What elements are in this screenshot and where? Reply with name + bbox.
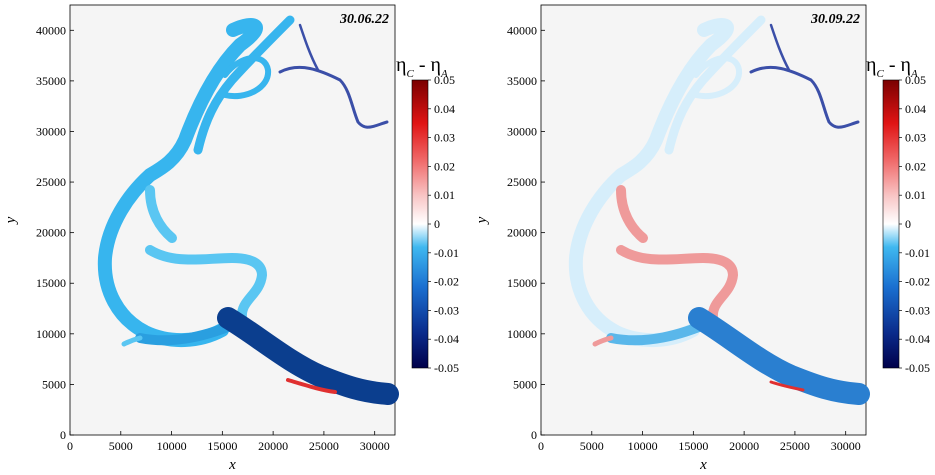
colorbar-tick-label: 0.02 (434, 159, 455, 173)
x-tick-label: 25000 (309, 439, 339, 453)
colorbar-tick-label: -0.04 (905, 332, 930, 346)
river-outlet-left (121, 335, 143, 347)
y-tick-label: 25000 (36, 175, 66, 189)
x-axis-label: x (699, 457, 707, 473)
river-island-loop (222, 55, 272, 100)
y-tick-label: 15000 (507, 276, 537, 290)
river-lower-branch (145, 245, 267, 323)
river-red-patch (769, 380, 805, 392)
colorbar-tick-label: -0.01 (905, 246, 930, 260)
y-tick-label: 20000 (507, 226, 537, 240)
x-tick-label: 20000 (729, 439, 759, 453)
river-upper-channel (97, 18, 263, 347)
river-island-loop (693, 55, 743, 100)
river-central-island (145, 185, 177, 243)
colorbar-tick-label: 0 (434, 217, 440, 231)
x-axis: 0 5000 10000 15000 20000 25000 30000 (67, 431, 390, 453)
colorbar: ηC - ηA 0.05 0.04 0.03 0.02 0.01 0 -0.01 -0.02 -… (866, 54, 930, 375)
colorbar-tick-label: 0.05 (905, 73, 926, 87)
colorbar-tick-label: -0.02 (434, 275, 459, 289)
y-tick-label: 15000 (36, 276, 66, 290)
y-tick-label: 40000 (36, 23, 66, 37)
y-tick-label: 5000 (42, 377, 66, 391)
x-tick-label: 25000 (780, 439, 810, 453)
colorbar-tick-label: -0.05 (905, 361, 930, 375)
date-annotation: 30.09.22 (810, 12, 860, 27)
y-axis-label: y (3, 216, 19, 225)
x-tick-label: 20000 (258, 439, 288, 453)
y-tick-label: 25000 (507, 175, 537, 189)
y-tick-label: 0 (531, 428, 537, 442)
colorbar-tick-label: 0.01 (434, 188, 455, 202)
x-tick-label: 30000 (360, 439, 390, 453)
y-tick-label: 20000 (36, 226, 66, 240)
y-tick-label: 35000 (36, 74, 66, 88)
colorbar-tick-label: 0.03 (905, 131, 926, 145)
x-axis: 0 5000 10000 15000 20000 25000 30000 (538, 431, 861, 453)
colorbar-tick-label: -0.03 (905, 303, 930, 317)
colorbar-gradient (411, 79, 429, 369)
river-upper-channel-west (664, 15, 766, 155)
colorbar-gradient (882, 79, 900, 369)
river-map (97, 15, 399, 405)
colorbar-tick-label: -0.03 (434, 303, 459, 317)
river-lower-branch (616, 245, 738, 323)
colorbar-tick-label: 0.04 (905, 102, 926, 116)
y-tick-label: 10000 (507, 327, 537, 341)
date-annotation: 30.06.22 (339, 12, 389, 27)
y-axis: 0 5000 10000 15000 20000 25000 30000 35000 40000 (507, 23, 545, 442)
x-tick-label: 5000 (580, 439, 604, 453)
colorbar-tick-label: 0.04 (434, 102, 455, 116)
y-tick-label: 10000 (36, 327, 66, 341)
panel-2: 30.09.22 0 5000 10000 15000 20000 25000 30000 … (474, 4, 930, 473)
colorbar-title: ηC - ηA (396, 54, 448, 80)
colorbar-title: ηC - ηA (866, 54, 918, 80)
colorbar-tick-label: 0.02 (905, 159, 926, 173)
river-map (568, 15, 870, 405)
river-tributary-north (298, 23, 320, 72)
river-outlet-left (592, 335, 614, 347)
colorbar-tick-label: -0.04 (434, 332, 459, 346)
river-tributary-east (278, 65, 389, 129)
x-axis-label: x (228, 457, 236, 473)
colorbar-tick-label: 0 (905, 217, 911, 231)
y-axis-label: y (474, 216, 490, 225)
river-tributary-east (749, 65, 860, 129)
y-tick-label: 5000 (513, 377, 537, 391)
y-tick-label: 40000 (507, 23, 537, 37)
river-downstream (688, 307, 870, 405)
y-axis: 0 5000 10000 15000 20000 25000 30000 35000 40000 (36, 23, 74, 442)
river-tributary-north (769, 23, 791, 72)
y-tick-label: 0 (60, 428, 66, 442)
colorbar-ticks: 0.05 0.04 0.03 0.02 0.01 0 -0.01 -0.02 -0.03 -0.0… (428, 73, 459, 375)
river-upper-channel-west (193, 15, 295, 155)
colorbar-ticks: 0.05 0.04 0.03 0.02 0.01 0 -0.01 -0.02 -0.03 -0.0… (899, 73, 930, 375)
colorbar-tick-label: -0.01 (434, 246, 459, 260)
x-tick-label: 15000 (678, 439, 708, 453)
x-tick-label: 5000 (109, 439, 133, 453)
river-red-patch (286, 378, 337, 394)
colorbar-tick-label: -0.02 (905, 275, 930, 289)
river-downstream (217, 307, 399, 405)
y-tick-label: 30000 (507, 124, 537, 138)
river-upper-channel (568, 18, 734, 347)
colorbar-tick-label: 0.01 (905, 188, 926, 202)
colorbar: ηC - ηA 0.05 0.04 0.03 0.02 0.01 0 -0.01 -0.02 -… (396, 54, 459, 375)
x-tick-label: 0 (67, 439, 73, 453)
colorbar-tick-label: -0.05 (434, 361, 459, 375)
x-tick-label: 30000 (831, 439, 861, 453)
x-tick-label: 0 (538, 439, 544, 453)
colorbar-tick-label: 0.03 (434, 131, 455, 145)
x-tick-label: 10000 (628, 439, 658, 453)
colorbar-tick-label: 0.05 (434, 73, 455, 87)
river-central-island (616, 185, 648, 243)
y-tick-label: 35000 (507, 74, 537, 88)
y-tick-label: 30000 (36, 124, 66, 138)
panel-1: 30.06.22 0 5000 10000 15000 20000 25000 30000 … (3, 4, 459, 473)
x-tick-label: 10000 (157, 439, 187, 453)
x-tick-label: 15000 (207, 439, 237, 453)
